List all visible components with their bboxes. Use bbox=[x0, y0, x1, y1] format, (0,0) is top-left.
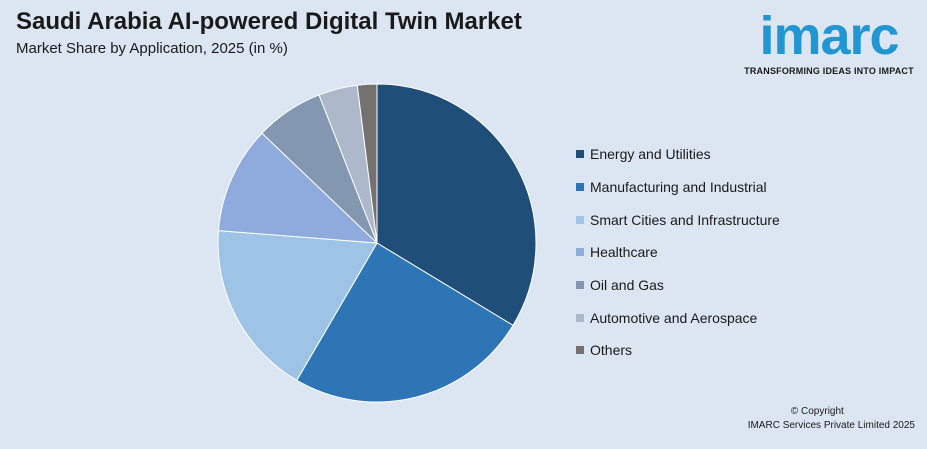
legend-label: Smart Cities and Infrastructure bbox=[590, 211, 780, 228]
legend-swatch bbox=[576, 313, 584, 322]
imarc-logo: imarc TRANSFORMING IDEAS INTO IMPACT bbox=[738, 8, 920, 76]
legend-item: Oil and Gas bbox=[576, 269, 780, 302]
legend-label: Manufacturing and Industrial bbox=[590, 179, 767, 196]
legend-swatch bbox=[576, 215, 584, 224]
pie-slice-healthcare bbox=[217, 132, 379, 244]
pie-slice-energy-and-utilities bbox=[376, 83, 537, 327]
legend-item: Manufacturing and Industrial bbox=[576, 171, 780, 204]
legend-swatch bbox=[576, 281, 584, 290]
chart-subtitle: Market Share by Application, 2025 (in %) bbox=[16, 40, 288, 57]
copyright-notice: © Copyright IMARC Services Private Limit… bbox=[748, 405, 915, 433]
legend-item: Automotive and Aerospace bbox=[576, 301, 780, 334]
legend-label: Others bbox=[590, 342, 633, 359]
legend-item: Healthcare bbox=[576, 236, 780, 269]
legend-item: Others bbox=[576, 334, 780, 367]
chart-title: Saudi Arabia AI-powered Digital Twin Mar… bbox=[16, 8, 522, 35]
chart-legend: Energy and Utilities Manufacturing and In… bbox=[576, 138, 780, 367]
legend-label: Energy and Utilities bbox=[590, 146, 711, 163]
legend-item: Smart Cities and Infrastructure bbox=[576, 203, 780, 236]
legend-item: Energy and Utilities bbox=[576, 138, 780, 171]
legend-label: Healthcare bbox=[590, 244, 658, 261]
legend-label: Oil and Gas bbox=[590, 277, 664, 294]
copyright-company: IMARC Services Private Limited 2025 bbox=[747, 420, 915, 431]
pie-slice-smart-cities-and-infrastructure bbox=[217, 230, 378, 381]
copyright-label: © Copyright bbox=[790, 406, 844, 417]
legend-swatch bbox=[576, 183, 584, 192]
logo-wordmark: imarc bbox=[759, 6, 899, 66]
logo-tagline: TRANSFORMING IDEAS INTO IMPACT bbox=[744, 66, 914, 76]
pie-slice-manufacturing-and-industrial bbox=[296, 242, 514, 403]
legend-swatch bbox=[576, 248, 584, 257]
legend-label: Automotive and Aerospace bbox=[590, 309, 758, 326]
legend-swatch bbox=[576, 346, 584, 355]
pie-slice-others bbox=[356, 83, 378, 244]
legend-swatch bbox=[576, 150, 584, 159]
